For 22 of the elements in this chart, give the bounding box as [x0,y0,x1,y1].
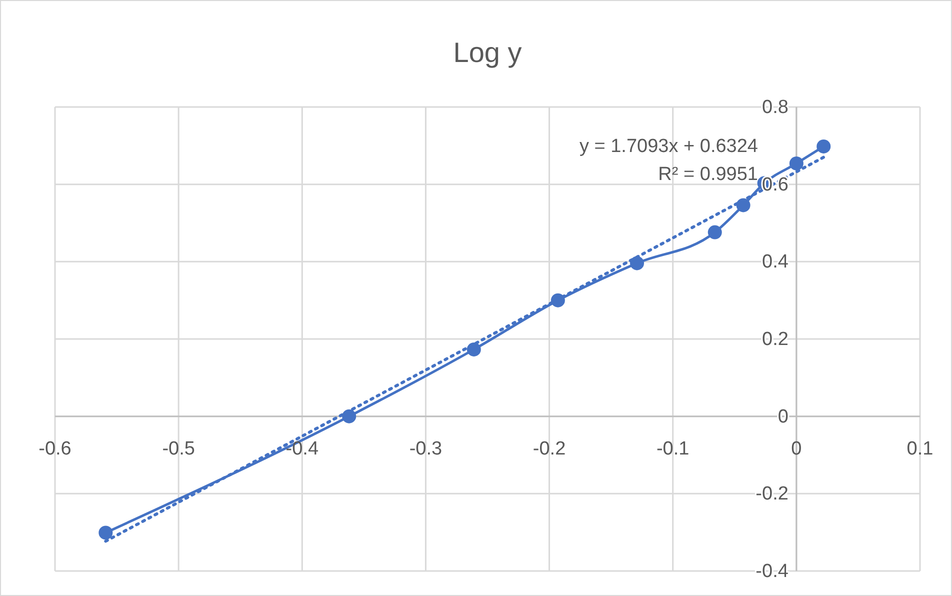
point [708,225,722,240]
point [342,409,356,424]
chart-title: Log y [453,37,522,68]
x-tick-label: -0.4 [286,438,319,460]
y-tick-label: 0.2 [762,329,788,350]
x-tick-label: -0.6 [38,438,72,460]
x-tick-label: 0.1 [906,438,934,460]
y-tick-label: -0.4 [756,561,789,582]
point [816,139,831,154]
x-tick-label: -0.1 [656,438,690,460]
point [98,526,113,540]
y-tick-label: 0 [778,406,788,428]
y-tick-label: 0.8 [762,97,788,118]
x-tick-label: -0.5 [162,438,195,460]
point [789,156,804,170]
annotation: R² = 0.9951 [658,164,758,185]
annotation: y = 1.7093x + 0.6324 [579,136,758,157]
y-tick-label: 0.4 [762,252,789,273]
y-tick-label: -0.2 [756,484,788,505]
x-tick-label: -0.3 [409,438,442,460]
x-tick-label: 0 [791,438,802,460]
x-tick-label: -0.2 [532,438,566,460]
